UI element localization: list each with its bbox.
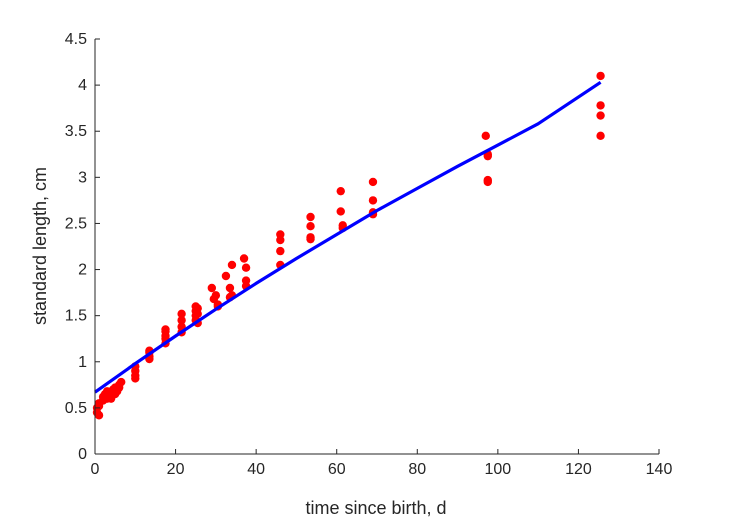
data-point: [276, 246, 285, 256]
fit-line: [94, 80, 602, 394]
data-point: [211, 291, 221, 300]
y-tick-label: 4.5: [65, 31, 87, 48]
y-tick-label: 0.5: [65, 400, 87, 417]
y-tick-label: 3.5: [65, 123, 87, 140]
data-point: [116, 377, 126, 387]
x-tick-label: 20: [167, 461, 185, 478]
plot-area: [92, 71, 605, 420]
x-tick-label: 60: [328, 461, 346, 478]
data-point: [483, 177, 492, 187]
data-point: [596, 71, 605, 81]
x-tick-label: 100: [485, 461, 512, 478]
x-tick-label: 80: [408, 461, 426, 478]
data-point: [161, 325, 170, 334]
data-point: [596, 111, 605, 120]
x-tick-label: 120: [565, 461, 592, 478]
data-point: [336, 207, 345, 216]
y-tick-label: 2: [78, 262, 87, 279]
data-point: [221, 271, 231, 281]
data-point: [276, 235, 285, 245]
y-tick-label: 3: [78, 169, 87, 186]
data-point: [177, 309, 186, 319]
x-tick-label: 140: [646, 461, 673, 478]
data-point: [94, 411, 104, 420]
data-point: [336, 186, 345, 196]
y-tick-label: 1.5: [65, 308, 87, 325]
data-point: [241, 263, 251, 272]
data-point: [225, 283, 235, 293]
data-point: [481, 131, 490, 141]
data-point: [177, 316, 186, 325]
data-point: [239, 254, 249, 263]
data-point: [368, 196, 378, 205]
x-axis-label: time since birth, d: [305, 498, 446, 518]
data-point: [207, 283, 217, 293]
data-point: [368, 177, 378, 187]
y-tick-label: 1: [78, 354, 87, 371]
x-tick-label: 40: [247, 461, 265, 478]
axes: 0 20 40 60 80 100 120 140 0 0.5 1 1.5 2 2.5 3 3.5 4 4.5: [65, 31, 673, 478]
data-point: [227, 260, 237, 270]
y-tick-label: 4: [78, 77, 87, 94]
y-tick-label: 0: [78, 446, 87, 463]
data-point: [193, 304, 202, 313]
data-point: [306, 212, 315, 222]
x-tick-label: 0: [91, 461, 100, 478]
data-point: [306, 234, 315, 244]
y-tick-label: 2.5: [65, 215, 87, 232]
data-point: [306, 222, 315, 231]
y-axis-label: standard length, cm: [30, 167, 50, 325]
data-point: [483, 151, 492, 161]
data-point: [596, 131, 605, 141]
data-point: [596, 101, 605, 110]
